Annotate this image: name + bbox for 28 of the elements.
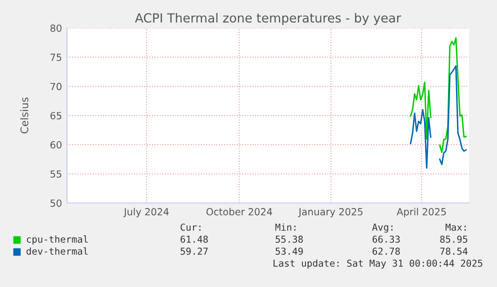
text: 85.95 bbox=[440, 236, 468, 243]
y-tick-label: 65 bbox=[50, 112, 62, 120]
y-tick-label: 70 bbox=[50, 82, 62, 90]
legend-label: cpu-thermal bbox=[26, 235, 88, 245]
text: 66.33 bbox=[372, 236, 400, 243]
y-axis-title: Celsius bbox=[20, 98, 28, 134]
text: Min: bbox=[275, 223, 296, 231]
y-tick-label: 60 bbox=[50, 141, 62, 148]
text: 53.49 bbox=[276, 248, 303, 255]
text: 59.27 bbox=[180, 248, 208, 255]
text: 55.38 bbox=[276, 236, 303, 243]
y-tick-label: 50 bbox=[50, 199, 62, 207]
text: Avg: bbox=[372, 224, 392, 233]
text: Cur: bbox=[180, 224, 200, 231]
x-tick-label: April 2025 bbox=[396, 208, 446, 218]
text: 61.48 bbox=[180, 236, 208, 243]
x-tick-label: July 2024 bbox=[123, 208, 169, 218]
y-tick-label: 80 bbox=[50, 24, 62, 32]
text: Max: bbox=[446, 224, 466, 231]
text: 78.54 bbox=[440, 248, 468, 255]
text: Last update: Sat May 31 00:00:44 2025 bbox=[274, 259, 482, 269]
y-tick-label: 75 bbox=[50, 54, 62, 61]
x-tick-label: January 2025 bbox=[298, 208, 362, 218]
x-tick-label: October 2024 bbox=[206, 208, 272, 216]
y-tick-label: 55 bbox=[50, 170, 62, 178]
chart-title: ACPI Thermal zone temperatures - by year bbox=[134, 12, 402, 26]
legend-label: dev-thermal bbox=[26, 247, 88, 255]
text: 62.78 bbox=[372, 248, 400, 255]
